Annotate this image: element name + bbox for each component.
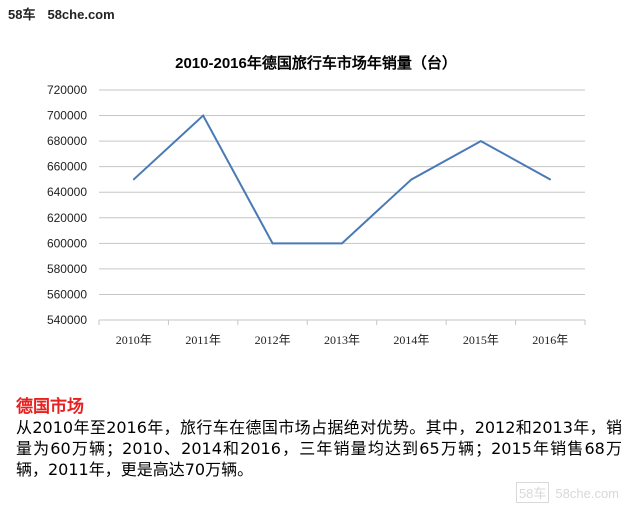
x-tick-label: 2013年: [324, 333, 360, 347]
x-tick-label: 2014年: [393, 333, 429, 347]
y-tick-label: 680000: [47, 134, 87, 148]
y-tick-label: 720000: [47, 83, 87, 97]
x-axis-ticks: 2010年 2011年 2012年 2013年 2014年 2015年 2016年: [116, 333, 569, 347]
data-point: [202, 114, 204, 117]
chart-title: 2010-2016年德国旅行车市场年销量（台）: [175, 54, 457, 72]
series-line: [133, 113, 551, 245]
data-point: [480, 140, 482, 142]
y-tick-label: 640000: [47, 185, 87, 199]
brand-logo: 58车 58che.com: [8, 4, 115, 23]
y-tick-label: 660000: [47, 160, 87, 174]
y-tick-label: 580000: [47, 262, 87, 276]
watermark-site: 58che.com: [555, 486, 619, 501]
data-point: [341, 242, 343, 245]
x-tick-label: 2015年: [463, 333, 499, 347]
line-chart: 2010-2016年德国旅行车市场年销量（台） 540000 560000 5800…: [47, 54, 586, 347]
x-tick-label: 2010年: [116, 333, 152, 347]
x-tick-label: 2016年: [532, 333, 568, 347]
section-title: 德国市场: [16, 397, 84, 417]
y-axis-ticks: 540000 560000 580000 600000 620000 640000 6600…: [47, 83, 87, 327]
data-point: [271, 242, 274, 245]
brand-site: 58che.com: [47, 7, 115, 22]
watermark: 58车 58che.com: [515, 482, 619, 503]
series-line-group: [132, 113, 552, 245]
description-paragraph: 从2010年至2016年，旅行车在德国市场占据绝对优势。其中，2012和2013…: [16, 418, 622, 479]
y-tick-label: 600000: [47, 236, 87, 250]
data-point: [410, 178, 413, 181]
y-tick-label: 700000: [47, 109, 87, 123]
y-tick-label: 620000: [47, 211, 87, 225]
data-point: [549, 178, 552, 181]
y-tick-label: 540000: [47, 313, 87, 327]
brand-name: 58车: [8, 7, 36, 22]
x-tick-label: 2011年: [185, 333, 221, 347]
data-point: [132, 178, 135, 181]
watermark-mark: 58车: [515, 482, 550, 503]
y-tick-label: 560000: [47, 287, 87, 301]
x-tick-label: 2012年: [255, 333, 291, 347]
grid-lines: [98, 89, 586, 325]
